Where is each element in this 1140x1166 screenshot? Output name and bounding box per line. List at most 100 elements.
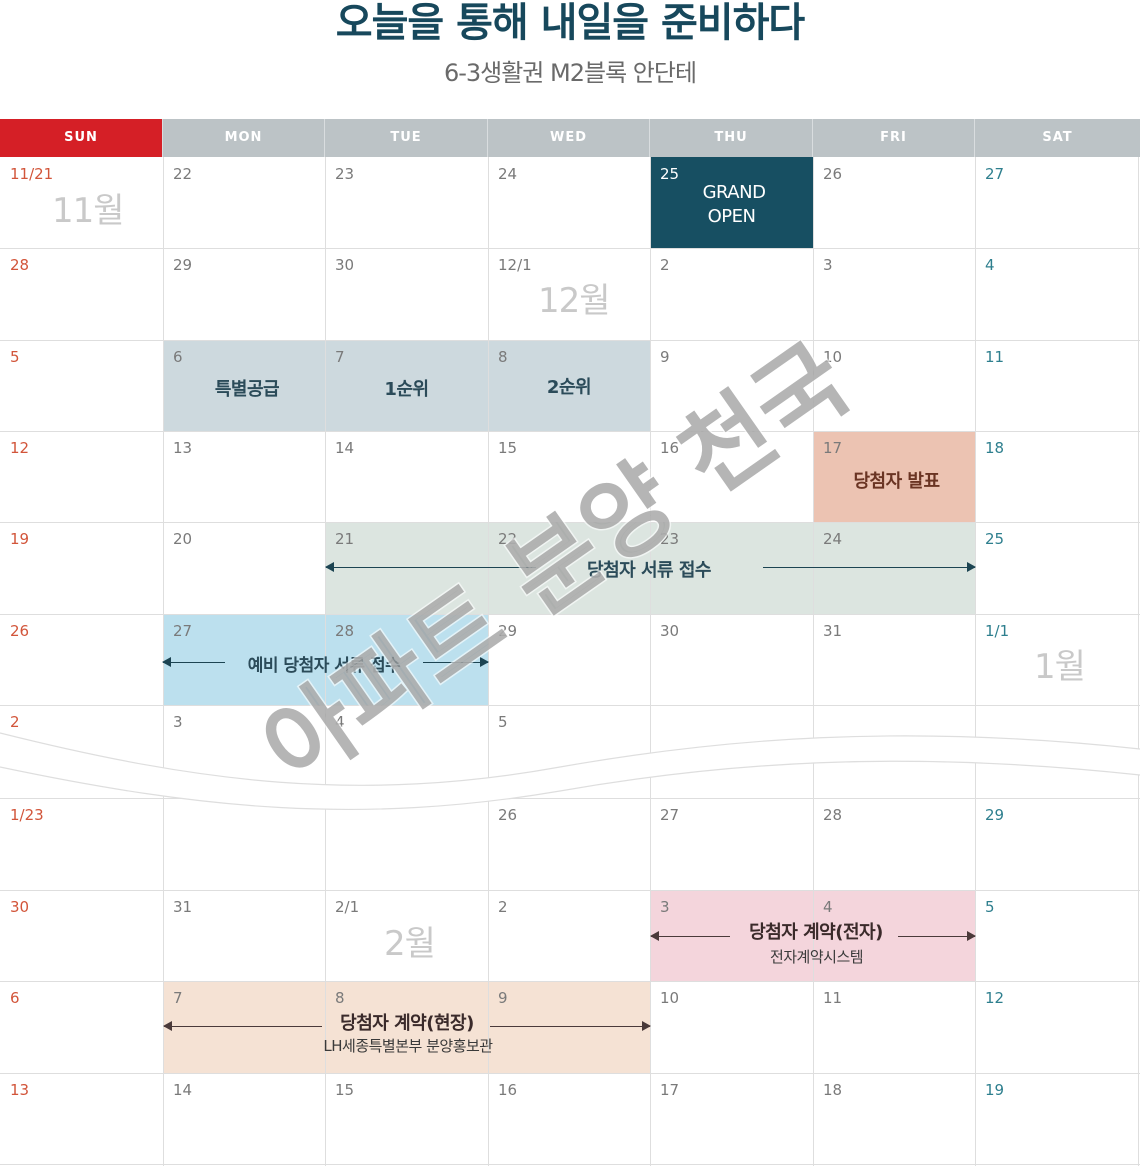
day-cell[interactable]: 4	[325, 705, 488, 745]
day-cell[interactable]: 25	[650, 157, 813, 197]
day-number: 20	[173, 530, 193, 548]
day-number: 12	[10, 439, 30, 457]
day-cell[interactable]: 19	[0, 522, 163, 562]
day-cell[interactable]: 1/1	[975, 614, 1140, 654]
day-cell[interactable]: 6	[163, 340, 325, 380]
contract-onsite-block[interactable]	[163, 981, 650, 1073]
day-cell[interactable]: 6	[0, 981, 163, 1021]
day-number: 24	[823, 530, 843, 548]
day-cell[interactable]: 8	[488, 340, 650, 380]
day-cell[interactable]: 13	[0, 1073, 163, 1113]
day-cell[interactable]: 4	[975, 248, 1140, 288]
day-number: 16	[660, 439, 680, 457]
day-cell[interactable]: 23	[325, 157, 488, 197]
day-number: 12/1	[498, 256, 532, 274]
day-cell[interactable]: 11	[975, 340, 1140, 380]
day-cell[interactable]: 5	[0, 340, 163, 380]
special-supply-label: 특별공급	[214, 379, 280, 400]
day-cell[interactable]: 28	[325, 614, 488, 654]
day-cell[interactable]: 8	[325, 981, 488, 1021]
day-number: 28	[10, 256, 30, 274]
day-cell[interactable]: 10	[650, 981, 813, 1021]
day-cell[interactable]: 26	[813, 157, 975, 197]
day-cell[interactable]: 1/23	[0, 798, 163, 838]
calendar: SUN MON TUE WED THU FRI SAT 11/21 22 23 24 2…	[0, 119, 1140, 1166]
day-cell[interactable]: 2/1	[325, 890, 488, 930]
day-cell[interactable]: 3	[163, 705, 325, 745]
day-cell[interactable]: 29	[163, 248, 325, 288]
day-cell[interactable]: 31	[813, 614, 975, 654]
day-cell[interactable]: 21	[325, 522, 488, 562]
day-cell[interactable]: 29	[975, 798, 1140, 838]
day-cell[interactable]: 26	[488, 798, 650, 838]
day-cell[interactable]: 31	[163, 890, 325, 930]
day-cell[interactable]: 3	[813, 248, 975, 288]
day-cell[interactable]: 30	[325, 248, 488, 288]
day-cell[interactable]: 10	[813, 340, 975, 380]
contract-online-arrow-right	[898, 931, 976, 941]
day-cell[interactable]: 30	[0, 890, 163, 930]
day-number: 19	[985, 1081, 1005, 1099]
day-number: 27	[985, 165, 1005, 183]
day-cell[interactable]: 13	[163, 431, 325, 471]
contract-online-block[interactable]	[650, 890, 975, 981]
day-cell[interactable]: 22	[488, 522, 650, 562]
day-cell[interactable]: 7	[163, 981, 325, 1021]
day-cell[interactable]: 9	[650, 340, 813, 380]
day-cell[interactable]: 30	[650, 614, 813, 654]
weekday-sun: SUN	[0, 119, 163, 157]
day-cell[interactable]: 5	[975, 890, 1140, 930]
day-cell[interactable]: 17	[813, 431, 975, 471]
day-cell[interactable]: 20	[163, 522, 325, 562]
day-cell[interactable]: 27	[650, 798, 813, 838]
day-cell[interactable]: 18	[975, 431, 1140, 471]
day-number: 30	[10, 898, 30, 916]
day-cell[interactable]: 27	[163, 614, 325, 654]
day-cell[interactable]: 25	[975, 522, 1140, 562]
subscription-block[interactable]	[163, 340, 650, 431]
day-cell[interactable]: 4	[813, 890, 975, 930]
day-cell[interactable]: 12/1	[488, 248, 650, 288]
day-cell[interactable]: 12	[975, 981, 1140, 1021]
day-cell[interactable]: 5	[488, 705, 650, 745]
day-cell[interactable]: 17	[650, 1073, 813, 1113]
contract-onsite-sublabel: LH세종특별본부 분양홍보관	[323, 1037, 493, 1055]
day-cell[interactable]: 19	[975, 1073, 1140, 1113]
day-cell[interactable]: 14	[325, 431, 488, 471]
day-number: 22	[498, 530, 518, 548]
day-cell[interactable]: 18	[813, 1073, 975, 1113]
day-cell[interactable]: 14	[163, 1073, 325, 1113]
day-cell[interactable]: 16	[488, 1073, 650, 1113]
day-cell[interactable]: 2	[650, 248, 813, 288]
day-number: 9	[660, 348, 670, 366]
day-cell[interactable]: 15	[488, 431, 650, 471]
day-cell[interactable]: 22	[163, 157, 325, 197]
grand-open-block[interactable]	[650, 157, 813, 248]
day-cell[interactable]: 2	[0, 705, 163, 745]
day-number: 26	[823, 165, 843, 183]
day-cell[interactable]: 23	[650, 522, 813, 562]
day-cell[interactable]: 28	[0, 248, 163, 288]
day-cell[interactable]: 29	[488, 614, 650, 654]
day-number: 11	[823, 989, 843, 1007]
rank1-label: 1순위	[384, 379, 429, 400]
reserve-docs-label: 예비 당첨자 서류 접수	[247, 656, 401, 676]
day-cell[interactable]: 3	[650, 890, 813, 930]
day-cell[interactable]: 9	[488, 981, 650, 1021]
day-cell[interactable]: 24	[488, 157, 650, 197]
day-number: 23	[335, 165, 355, 183]
winner-announce-block[interactable]	[813, 431, 975, 522]
day-number: 2	[498, 898, 508, 916]
page-subtitle: 6-3생활권 M2블록 안단테	[443, 59, 697, 87]
day-cell[interactable]: 27	[975, 157, 1140, 197]
day-cell[interactable]: 7	[325, 340, 488, 380]
day-cell[interactable]: 28	[813, 798, 975, 838]
day-cell[interactable]: 16	[650, 431, 813, 471]
day-cell[interactable]: 12	[0, 431, 163, 471]
day-cell[interactable]: 24	[813, 522, 975, 562]
day-cell[interactable]: 15	[325, 1073, 488, 1113]
day-cell[interactable]: 26	[0, 614, 163, 654]
day-cell[interactable]: 11/21	[0, 157, 163, 197]
day-cell[interactable]: 11	[813, 981, 975, 1021]
day-cell[interactable]: 2	[488, 890, 650, 930]
